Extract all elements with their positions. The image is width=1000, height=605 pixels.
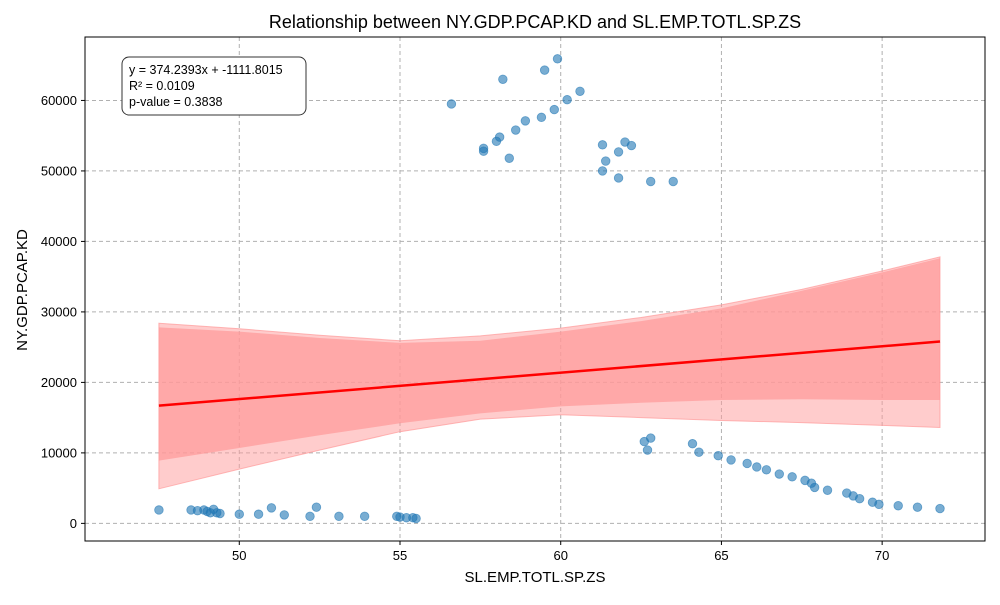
scatter-point bbox=[552, 54, 563, 64]
scatter-point bbox=[613, 173, 624, 183]
scatter-point bbox=[935, 503, 945, 514]
scatter-point bbox=[478, 146, 489, 156]
scatter-point bbox=[726, 455, 736, 465]
x-axis-label: SL.EMP.TOTL.SP.ZS bbox=[465, 569, 606, 586]
scatter-point bbox=[334, 511, 344, 522]
scatter-point bbox=[646, 176, 656, 187]
scatter-point bbox=[761, 465, 772, 475]
scatter-point bbox=[752, 462, 762, 472]
annotation-box bbox=[121, 56, 307, 116]
scatter-point bbox=[646, 433, 656, 443]
scatter-point bbox=[520, 116, 531, 126]
scatter-point bbox=[575, 86, 585, 96]
scatter-point bbox=[874, 499, 884, 510]
scatter-point bbox=[549, 104, 559, 115]
annotation-p-value: p-value = 0.3838 bbox=[129, 95, 223, 109]
confidence-band-inner bbox=[158, 258, 940, 461]
regression-line bbox=[158, 340, 941, 407]
scatter-point bbox=[642, 445, 653, 455]
scatter-point bbox=[912, 502, 923, 512]
scatter-point bbox=[694, 447, 704, 457]
scatter-point bbox=[154, 505, 164, 515]
scatter-point bbox=[713, 451, 723, 461]
scatter-point bbox=[215, 508, 225, 519]
scatter-point bbox=[668, 176, 678, 187]
x-tick-label: 55 bbox=[393, 548, 407, 563]
scatter-point bbox=[446, 99, 457, 109]
scatter-point bbox=[504, 153, 514, 163]
y-tick-label: 20000 bbox=[41, 375, 77, 390]
x-tick-label: 65 bbox=[714, 548, 728, 563]
scatter-point bbox=[809, 482, 820, 493]
scatter-point bbox=[626, 140, 637, 151]
y-tick-label: 40000 bbox=[41, 234, 77, 249]
scatter-point bbox=[787, 472, 797, 482]
y-tick-label: 30000 bbox=[41, 304, 77, 319]
scatter-point bbox=[359, 511, 370, 522]
x-tick-label: 70 bbox=[875, 548, 889, 563]
scatter-point bbox=[279, 510, 289, 520]
scatter-point bbox=[498, 74, 508, 84]
y-tick-label: 10000 bbox=[41, 445, 77, 460]
scatter-point bbox=[494, 132, 505, 142]
scatter-point bbox=[305, 511, 315, 522]
y-axis-label: NY.GDP.PCAP.KD bbox=[14, 229, 31, 351]
chart-title: Relationship between NY.GDP.PCAP.KD and … bbox=[269, 12, 801, 32]
scatter-point bbox=[253, 509, 264, 519]
annotation-r-squared: R² = 0.0109 bbox=[129, 79, 195, 93]
plot-frame bbox=[84, 36, 986, 542]
scatter-point bbox=[266, 503, 277, 513]
x-tick-label: 50 bbox=[232, 548, 246, 563]
scatter-point bbox=[893, 501, 903, 511]
y-tick-label: 50000 bbox=[41, 163, 77, 178]
annotation-equation: y = 374.2393x + -1111.8015 bbox=[129, 63, 283, 77]
scatter-point bbox=[539, 65, 550, 75]
scatter-point bbox=[742, 458, 752, 469]
y-tick-label: 0 bbox=[70, 516, 77, 531]
scatter-point bbox=[854, 494, 865, 504]
scatter-point bbox=[601, 156, 611, 166]
scatter-point bbox=[234, 509, 244, 519]
scatter-point bbox=[687, 439, 698, 449]
scatter-points bbox=[154, 54, 945, 524]
scatter-point bbox=[613, 147, 624, 157]
scatter-point bbox=[562, 95, 572, 105]
regression-line-layer bbox=[158, 340, 941, 407]
scatter-point bbox=[597, 140, 608, 150]
scatter-point bbox=[597, 166, 608, 176]
scatter-point bbox=[822, 485, 833, 495]
regression-annotation: y = 374.2393x + -1111.8015 R² = 0.0109 p… bbox=[121, 56, 307, 116]
axis-ticks: 50 55 60 65 70 0 10000 20000 30000 40000 50000 6000… bbox=[41, 93, 890, 563]
x-tick-label: 60 bbox=[553, 548, 567, 563]
scatter-point bbox=[536, 112, 547, 123]
scatter-point bbox=[411, 513, 421, 524]
scatter-point bbox=[311, 502, 322, 512]
y-tick-label: 60000 bbox=[41, 93, 77, 108]
scatter-point bbox=[511, 125, 521, 135]
scatter-point bbox=[774, 469, 784, 479]
